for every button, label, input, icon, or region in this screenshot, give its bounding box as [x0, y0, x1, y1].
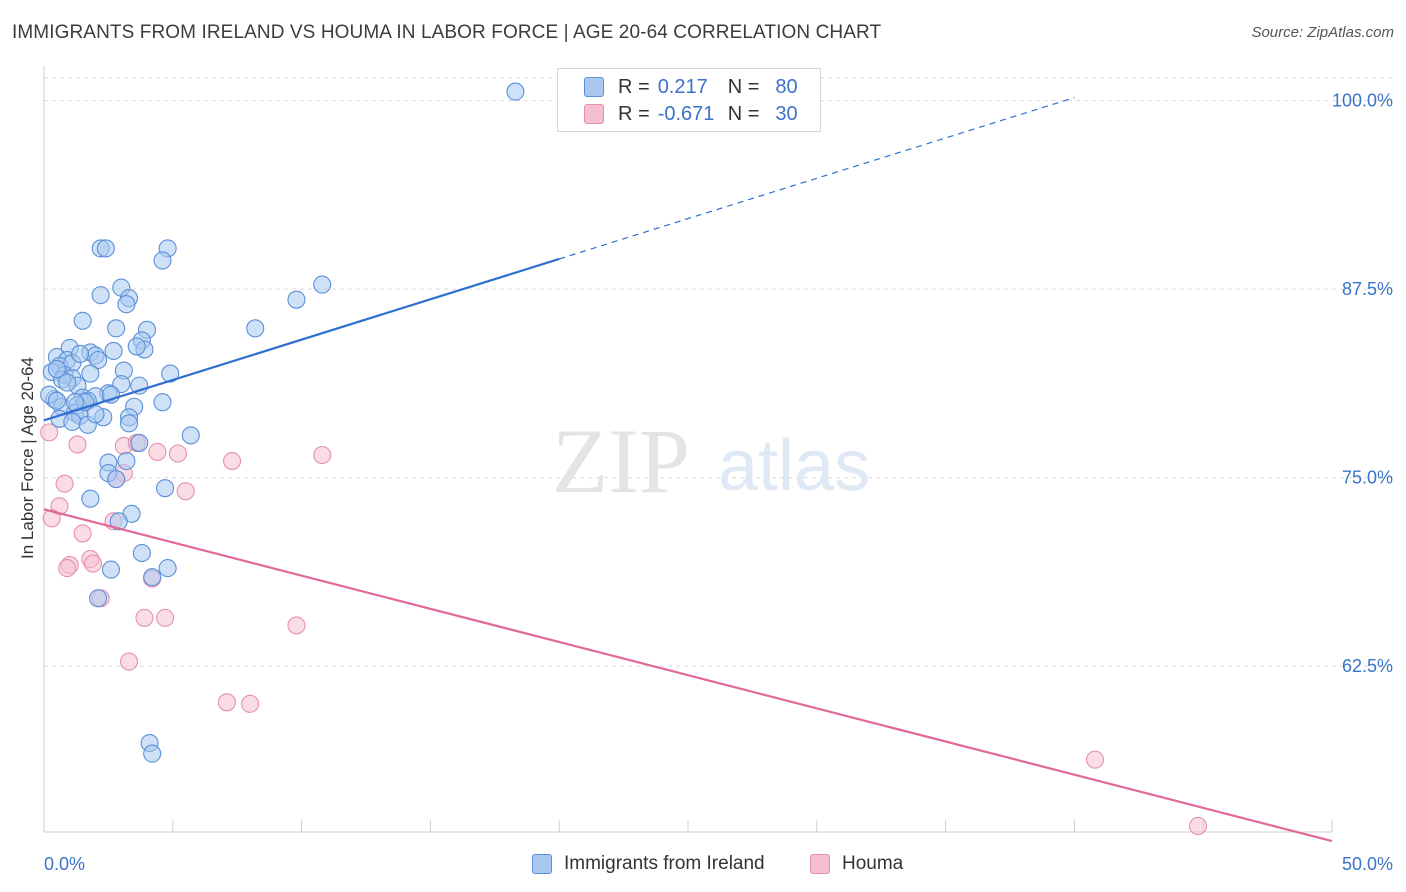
legend-row-ireland: R = 0.217 N = 80	[584, 75, 798, 99]
y-tick-label: 62.5%	[1342, 656, 1393, 676]
ireland-point	[127, 337, 146, 356]
legend-n-value: 80	[775, 75, 798, 98]
ireland-trendline-extension	[559, 97, 1075, 260]
ireland-point	[58, 373, 77, 392]
houma-point	[135, 608, 154, 627]
ireland-point	[107, 319, 126, 338]
legend-n-label: N =	[727, 102, 760, 125]
houma-point	[1085, 750, 1105, 769]
y-tick-label: 87.5%	[1342, 279, 1393, 299]
ireland-point	[107, 470, 126, 489]
ireland-point	[156, 479, 175, 498]
watermark-atlas: atlas	[718, 426, 870, 506]
ireland-point	[117, 451, 136, 471]
houma-point	[58, 559, 77, 578]
ireland-point	[132, 543, 151, 563]
series-legend-ireland: Immigrants from Ireland	[532, 853, 765, 875]
correlation-legend: R = 0.217 N = 80 R = -0.671 N = 30	[557, 68, 821, 132]
houma-point	[40, 423, 59, 442]
ireland-point	[143, 744, 162, 763]
legend-swatch-ireland	[584, 77, 604, 97]
ireland-point	[104, 341, 123, 360]
houma-point	[168, 444, 188, 463]
ireland-point	[109, 512, 128, 531]
ireland-point	[89, 589, 108, 608]
ireland-point	[71, 344, 90, 364]
legend-n-value: 30	[775, 102, 798, 125]
houma-point	[156, 608, 175, 627]
ireland-points	[40, 82, 525, 763]
ireland-point	[246, 319, 265, 338]
ireland-point	[117, 295, 136, 314]
houma-point	[176, 482, 195, 501]
ireland-point	[73, 311, 92, 330]
ireland-point	[47, 391, 66, 410]
y-tick-label: 75.0%	[1342, 468, 1393, 488]
series-legend-swatch-ireland	[532, 854, 552, 874]
series-legend-houma: Houma	[810, 853, 903, 875]
ireland-point	[101, 560, 121, 579]
ireland-point	[47, 359, 66, 379]
legend-r-label: R =	[618, 75, 650, 98]
series-legend-label-ireland: Immigrants from Ireland	[564, 853, 765, 874]
ireland-point	[506, 82, 525, 101]
series-legend: Immigrants from Ireland Houma	[0, 851, 1406, 879]
houma-point	[55, 474, 74, 493]
ireland-point	[81, 489, 100, 508]
legend-r-value: 0.217	[657, 75, 708, 98]
houma-point	[119, 652, 139, 671]
ireland-point	[161, 364, 180, 383]
houma-point	[313, 445, 332, 465]
chart-title: IMMIGRANTS FROM IRELAND VS HOUMA IN LABO…	[12, 22, 882, 43]
ireland-point	[181, 426, 200, 445]
houma-point	[1188, 816, 1208, 836]
legend-r-value: -0.671	[657, 102, 715, 125]
houma-point	[241, 694, 260, 713]
ireland-point	[130, 433, 149, 452]
ireland-trendline	[43, 257, 560, 422]
x-tick-label: 50.0%	[1342, 854, 1393, 874]
series-legend-swatch-houma	[810, 854, 830, 874]
x-tick-label: 0.0%	[44, 854, 85, 874]
grid-lines	[44, 77, 1392, 667]
houma-point	[68, 435, 87, 454]
legend-n-label: N =	[727, 75, 760, 98]
ireland-point	[119, 414, 139, 433]
ireland-point	[287, 290, 306, 309]
ireland-point	[96, 239, 115, 258]
ireland-point	[89, 350, 108, 370]
axes	[43, 66, 1333, 833]
ireland-point	[91, 286, 110, 305]
legend-r-label: R =	[618, 102, 650, 125]
series-legend-label-houma: Houma	[842, 853, 904, 874]
watermark-zip: ZIP	[552, 410, 690, 512]
ireland-point	[153, 251, 172, 270]
houma-points	[40, 423, 1208, 836]
houma-point	[83, 554, 102, 573]
ireland-point	[81, 364, 100, 383]
ireland-point	[313, 275, 332, 294]
y-tick-label: 100.0%	[1332, 91, 1393, 111]
houma-point	[73, 524, 92, 543]
houma-point	[148, 442, 167, 462]
houma-trendline	[43, 508, 1333, 843]
chart-source: Source: ZipAtlas.com	[1251, 24, 1394, 41]
trendlines	[43, 97, 1333, 843]
ireland-point	[143, 568, 162, 587]
tick-labels: 62.5% 75.0% 87.5% 100.0% 0.0% 50.0%	[44, 91, 1393, 874]
houma-point	[42, 509, 61, 528]
ireland-point	[86, 405, 105, 424]
ireland-point	[63, 412, 82, 431]
ireland-point	[153, 393, 172, 412]
ireland-point	[158, 559, 177, 578]
houma-point	[222, 451, 242, 471]
legend-swatch-houma	[584, 104, 604, 124]
legend-row-houma: R = -0.671 N = 30	[584, 102, 798, 126]
houma-point	[217, 693, 236, 712]
watermark: ZIP atlas	[552, 410, 870, 512]
houma-point	[287, 616, 306, 635]
